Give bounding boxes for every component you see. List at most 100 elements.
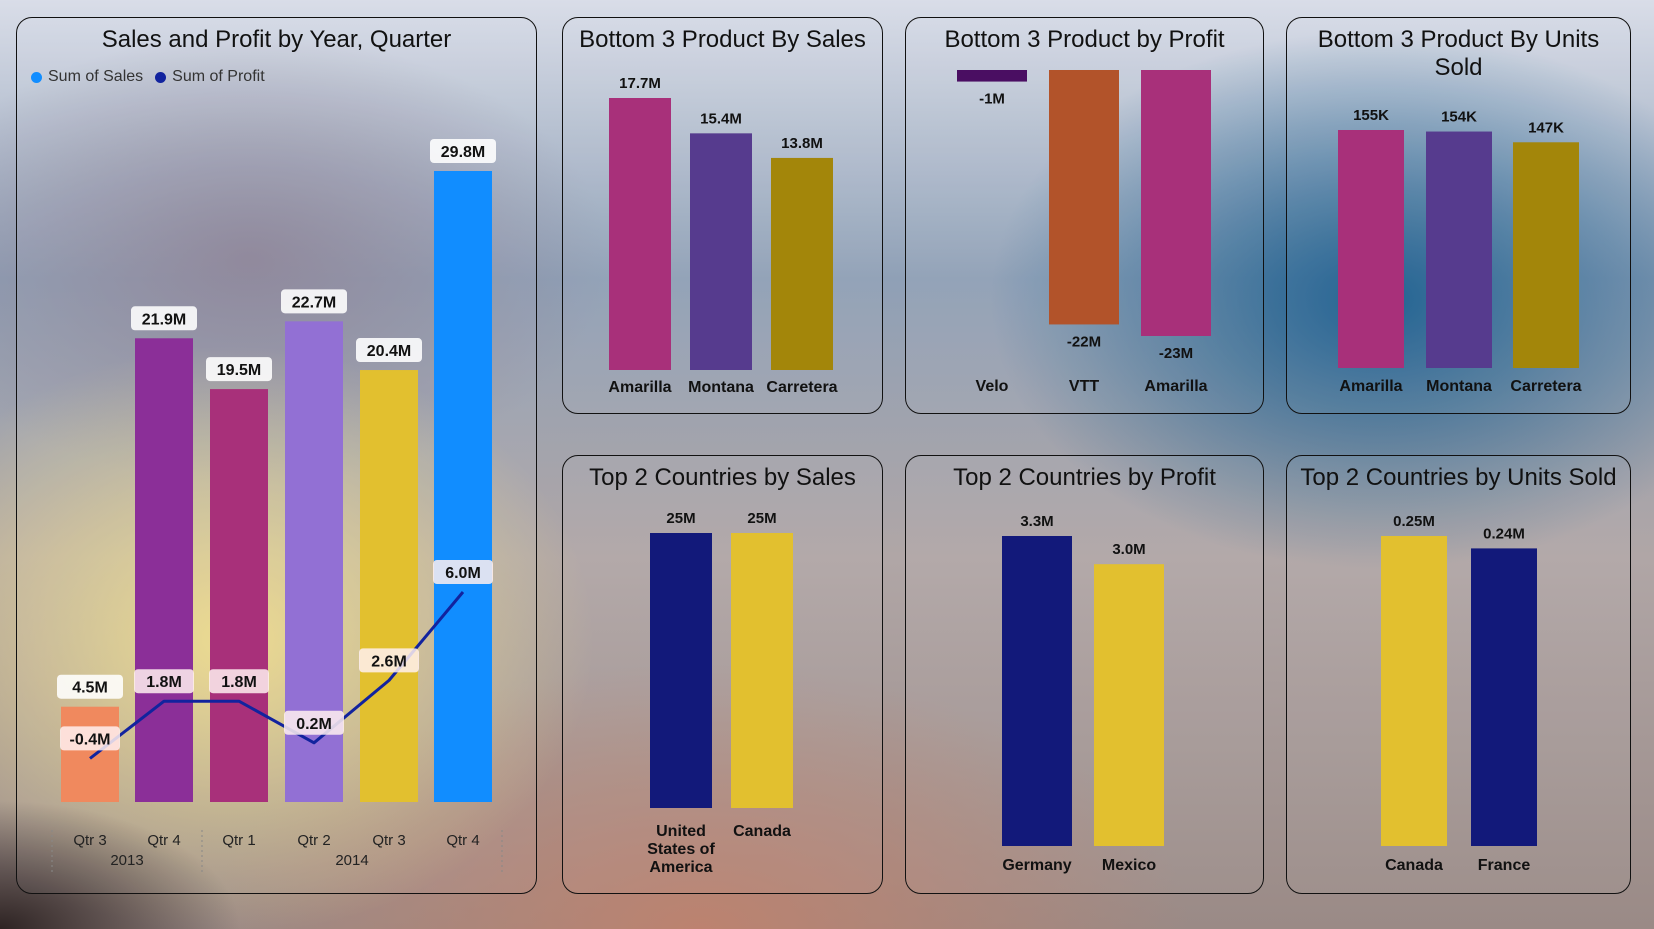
bottom-units-bar-3[interactable] bbox=[1513, 142, 1579, 368]
quarter-tick-1: Qtr 3 bbox=[73, 832, 106, 849]
top-sales-data-label-2: 25M bbox=[747, 510, 776, 527]
year-tick-2013: 2013 bbox=[110, 852, 143, 869]
sales-bar-2[interactable] bbox=[135, 338, 193, 802]
bottom-profit-bar-3[interactable] bbox=[1141, 70, 1211, 336]
profit-legend-dot bbox=[155, 71, 167, 83]
bottom-sales-category-label-2: Montana bbox=[688, 379, 754, 396]
sales-label-bg-6[interactable] bbox=[430, 138, 496, 163]
sales-bar-1[interactable] bbox=[61, 706, 119, 802]
top-profit-bar-1[interactable] bbox=[1002, 536, 1072, 846]
legend[interactable]: Sum of Sales Sum of Profit bbox=[31, 68, 265, 86]
bottom-profit-bar-1[interactable] bbox=[957, 70, 1027, 82]
top-units-panel[interactable]: Top 2 Countries by Units Sold 0.25M Canad… bbox=[1286, 455, 1631, 894]
bottom-sales-category-label-3: Carretera bbox=[766, 379, 837, 396]
bottom-profit-data-label-3: -23M bbox=[1159, 345, 1193, 362]
sales-data-label-4: 22.7M bbox=[292, 294, 336, 311]
profit-data-label-5: 2.6M bbox=[371, 653, 407, 670]
top-profit-category-label-1: Germany bbox=[1002, 857, 1071, 874]
profit-label-bg-2[interactable] bbox=[134, 669, 194, 694]
sales-data-label-3: 19.5M bbox=[217, 362, 261, 379]
top-sales-bar-2[interactable] bbox=[731, 533, 793, 808]
bottom-profit-category-label-3: Amarilla bbox=[1144, 378, 1207, 395]
top-units-chart[interactable]: 0.25M Canada 0.24M France bbox=[1287, 456, 1632, 895]
bottom-profit-category-label-1: Velo bbox=[976, 378, 1009, 395]
top-units-data-label-1: 0.25M bbox=[1393, 513, 1435, 530]
top-units-bar-1[interactable] bbox=[1381, 536, 1447, 846]
top-sales-chart[interactable]: 25M United States of America 25M Canada bbox=[563, 456, 884, 895]
sales-label-bg-3[interactable] bbox=[206, 357, 272, 382]
top-units-data-label-2: 0.24M bbox=[1483, 525, 1525, 542]
sales-data-label-2: 21.9M bbox=[142, 311, 186, 328]
sales-bar-5[interactable] bbox=[360, 370, 418, 802]
sales-label-bg-5[interactable] bbox=[356, 338, 422, 363]
profit-data-label-1: -0.4M bbox=[70, 731, 111, 748]
profit-label-bg-6[interactable] bbox=[433, 560, 493, 584]
top-profit-panel[interactable]: Top 2 Countries by Profit 3.3M Germany 3.0… bbox=[905, 455, 1264, 894]
bottom-sales-panel[interactable]: Bottom 3 Product By Sales 17.7M Amarilla 1… bbox=[562, 17, 883, 414]
bottom-units-data-label-2: 154K bbox=[1441, 109, 1477, 126]
profit-label-bg-5[interactable] bbox=[359, 648, 419, 673]
profit-label-bg-1[interactable] bbox=[60, 726, 120, 751]
bottom-profit-data-label-1: -1M bbox=[979, 91, 1005, 108]
quarter-tick-6: Qtr 4 bbox=[446, 832, 479, 849]
bottom-sales-bar-3[interactable] bbox=[771, 157, 833, 370]
top-sales-title: Top 2 Countries by Sales bbox=[589, 464, 856, 491]
top-units-title: Top 2 Countries by Units Sold bbox=[1300, 464, 1617, 491]
sales-profit-panel[interactable]: Sales and Profit by Year, Quarter Sum of… bbox=[16, 17, 537, 894]
profit-data-label-2: 1.8M bbox=[146, 674, 182, 691]
top-units-bar-2[interactable] bbox=[1471, 548, 1537, 846]
sales-label-bg-1[interactable] bbox=[57, 674, 123, 699]
bottom-profit-data-label-2: -22M bbox=[1067, 333, 1101, 350]
bottom-units-category-label-2: Montana bbox=[1426, 378, 1492, 395]
bottom-profit-title: Bottom 3 Product by Profit bbox=[944, 26, 1225, 53]
sales-legend-dot bbox=[31, 71, 42, 83]
sales-profit-chart[interactable]: 4.5M 21.9M 19.5M 22.7M 20.4M 29.8M -0.4M 1.8M 1.… bbox=[17, 18, 538, 895]
bottom-units-chart[interactable]: 155K Amarilla 154K Montana 147K Carretera bbox=[1287, 18, 1632, 415]
bottom-profit-chart[interactable]: -1M Velo -22M VTT -23M Amarilla bbox=[906, 18, 1265, 415]
top-sales-panel[interactable]: Top 2 Countries by Sales 25M United States… bbox=[562, 455, 883, 894]
sales-profit-title: Sales and Profit by Year, Quarter bbox=[101, 26, 452, 53]
bottom-sales-category-label-1: Amarilla bbox=[608, 379, 671, 396]
sales-label-bg-4[interactable] bbox=[281, 289, 347, 314]
profit-data-label-6: 6.0M bbox=[445, 565, 481, 582]
bottom-units-title: Bottom 3 Product By Units Sold bbox=[1317, 26, 1600, 81]
top-profit-title: Top 2 Countries by Profit bbox=[953, 464, 1216, 491]
profit-label-bg-4[interactable] bbox=[284, 710, 344, 735]
sales-label-bg-2[interactable] bbox=[131, 306, 197, 331]
bottom-units-category-label-1: Amarilla bbox=[1339, 378, 1402, 395]
bottom-profit-panel[interactable]: Bottom 3 Product by Profit -1M Velo -22M VT… bbox=[905, 17, 1264, 414]
bottom-sales-chart[interactable]: 17.7M Amarilla 15.4M Montana 13.8M Carretera bbox=[563, 18, 884, 415]
bottom-sales-data-label-3: 13.8M bbox=[781, 135, 823, 152]
sales-bar-6[interactable] bbox=[434, 170, 492, 802]
top-profit-bar-2[interactable] bbox=[1094, 564, 1164, 846]
bottom-sales-title: Bottom 3 Product By Sales bbox=[579, 26, 866, 53]
bottom-units-data-label-1: 155K bbox=[1353, 107, 1389, 124]
sales-data-label-5: 20.4M bbox=[367, 343, 411, 360]
quarter-tick-4: Qtr 2 bbox=[297, 832, 330, 849]
top-sales-data-label-1: 25M bbox=[666, 510, 695, 527]
bottom-units-bar-1[interactable] bbox=[1338, 130, 1404, 368]
bottom-units-data-label-3: 147K bbox=[1528, 119, 1564, 136]
sales-bar-3[interactable] bbox=[210, 389, 268, 802]
bottom-sales-bar-1[interactable] bbox=[609, 98, 671, 370]
top-units-category-label-2: France bbox=[1478, 857, 1531, 874]
quarter-tick-3: Qtr 1 bbox=[222, 832, 255, 849]
profit-data-label-4: 0.2M bbox=[296, 716, 332, 733]
bottom-profit-bar-2[interactable] bbox=[1049, 70, 1119, 325]
bottom-sales-data-label-2: 15.4M bbox=[700, 110, 742, 127]
bottom-units-panel[interactable]: Bottom 3 Product By Units Sold 155K Amari… bbox=[1286, 17, 1631, 414]
bottom-sales-bar-2[interactable] bbox=[690, 133, 752, 370]
bottom-units-bar-2[interactable] bbox=[1426, 131, 1492, 368]
top-sales-category-label-2: Canada bbox=[733, 823, 791, 840]
top-profit-data-label-1: 3.3M bbox=[1020, 513, 1053, 530]
top-sales-category-label-1: United States of America bbox=[647, 823, 715, 876]
top-profit-chart[interactable]: 3.3M Germany 3.0M Mexico bbox=[906, 456, 1265, 895]
top-sales-bar-1[interactable] bbox=[650, 533, 712, 808]
profit-data-label-3: 1.8M bbox=[221, 674, 257, 691]
profit-label-bg-3[interactable] bbox=[209, 669, 269, 694]
legend-profit-label: Sum of Profit bbox=[172, 68, 265, 85]
bottom-sales-data-label-1: 17.7M bbox=[619, 75, 661, 92]
top-profit-data-label-2: 3.0M bbox=[1112, 541, 1145, 558]
year-tick-2014: 2014 bbox=[335, 852, 368, 869]
quarter-tick-5: Qtr 3 bbox=[372, 832, 405, 849]
